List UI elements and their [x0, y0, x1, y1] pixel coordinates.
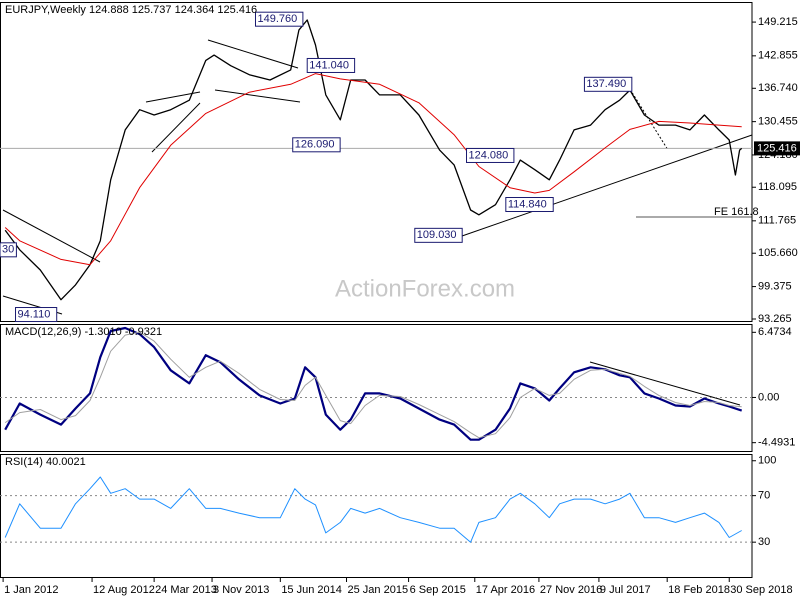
x-tick-label: 18 Feb 2018 [668, 584, 730, 596]
x-tick-label: 1 Jan 2012 [4, 584, 58, 596]
panel-title: EURJPY,Weekly 124.888 125.737 124.364 12… [5, 4, 257, 16]
y-tick-label: 149.215 [758, 16, 798, 28]
x-tick-label: 6 Sep 2015 [410, 584, 466, 596]
x-tick-label: 12 Aug 2012 [93, 584, 155, 596]
annotation-label: 30 [2, 244, 14, 256]
y-tick-label: 130.455 [758, 116, 798, 128]
annotation-label: 94.110 [18, 308, 51, 320]
series-line [4, 19, 743, 301]
annotation-box [0, 242, 17, 258]
panel-frame [0, 324, 753, 452]
y-tick-label: 111.765 [758, 215, 796, 227]
trendline [151, 102, 201, 153]
annotation-box [414, 227, 463, 243]
annotation-label: 109.030 [417, 229, 457, 241]
trendline [2, 209, 101, 263]
x-tick-label: 25 Jan 2015 [348, 584, 409, 596]
annotation-label: 141.040 [309, 59, 349, 71]
x-tick-label: 9 Jul 2017 [600, 584, 651, 596]
watermark: ActionForex.com [335, 275, 515, 302]
fe-label: FE 161.8 [714, 206, 759, 218]
series-line [4, 476, 742, 543]
x-tick-label: 24 Mar 2013 [155, 584, 217, 596]
y-tick-label: 105.660 [758, 247, 798, 259]
annotation-box [466, 147, 515, 163]
series-line [4, 326, 743, 441]
y-tick-label: 99.375 [758, 280, 792, 292]
x-tick-label: 27 Nov 2016 [540, 584, 602, 596]
x-tick-label: 30 Sep 2018 [730, 584, 792, 596]
annotation-box [254, 11, 304, 27]
annotation-box [292, 137, 341, 153]
y-tick-label: 93.265 [758, 313, 792, 325]
y-tick-label: 118.095 [758, 181, 797, 193]
panel-title: RSI(14) 40.0021 [5, 456, 86, 468]
annotation-label: 126.090 [295, 139, 335, 151]
annotation-label: 149.760 [257, 13, 297, 25]
y-tick-label: 0.00 [758, 391, 779, 403]
y-tick-label: 30 [758, 536, 770, 548]
last-price-label: 125.416 [757, 142, 797, 154]
annotation-label: 137.490 [586, 78, 626, 90]
x-tick-label: 17 Apr 2016 [476, 584, 535, 596]
y-tick-label: 136.740 [758, 82, 798, 94]
y-tick-label: 142.855 [758, 50, 798, 62]
y-tick-label: 70 [758, 490, 770, 502]
trendline [207, 39, 299, 69]
annotation-box [15, 307, 58, 323]
panel-frame [0, 2, 753, 322]
series-line [4, 73, 742, 266]
y-tick-label: 6.4734 [758, 326, 792, 338]
trendline [145, 91, 201, 103]
y-tick-label: -4.4931 [758, 437, 795, 449]
trendline [214, 89, 301, 103]
annotation-label: 114.840 [508, 198, 547, 210]
annotation-box [505, 197, 554, 213]
panel-frame [0, 454, 753, 578]
annotation-box [583, 76, 633, 92]
trendline [461, 134, 753, 237]
annotation-label: 124.080 [469, 149, 509, 161]
panel-title: MACD(12,26,9) -1.3010 -0.9321 [5, 326, 162, 338]
y-tick-label: 100 [758, 455, 776, 467]
last-price-box [754, 141, 800, 156]
annotation-box [306, 57, 356, 73]
x-tick-label: 15 Jun 2014 [281, 584, 342, 596]
series-line [4, 331, 742, 439]
x-tick-label: 3 Nov 2013 [213, 584, 269, 596]
